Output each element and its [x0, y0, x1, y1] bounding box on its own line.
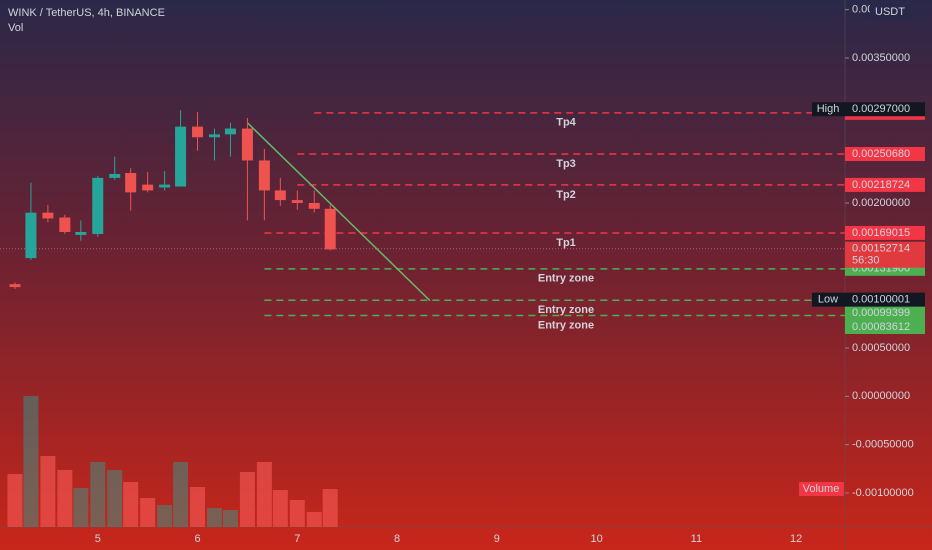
level-label: Tp3: [556, 158, 576, 170]
level-label: Tp2: [556, 189, 576, 201]
y-tick-label: -0.00050000: [852, 439, 914, 451]
y-tick-label: 0.00200000: [852, 197, 910, 209]
volume-bar: [23, 396, 39, 527]
volume-bar: [140, 498, 156, 527]
x-tick-label: 7: [294, 533, 300, 545]
x-tick-label: 5: [95, 533, 101, 545]
last-price-tag: [845, 241, 925, 268]
marker-name-bg: [812, 102, 845, 117]
candle-body: [109, 173, 121, 178]
x-tick-label: 10: [590, 533, 602, 545]
level-tag-label: 0.00099399: [852, 307, 910, 319]
x-tick-label: 11: [691, 533, 702, 545]
y-tick-label: 0.00350000: [852, 52, 910, 64]
volume-bar: [123, 482, 139, 527]
y-tick-label: 0.00000000: [852, 390, 910, 402]
unit-bg: [870, 4, 910, 20]
candle-body: [125, 173, 137, 193]
candle-body: [224, 128, 236, 135]
candle-body: [42, 212, 54, 219]
level-tag-label: 0.00250680: [852, 148, 910, 160]
last-price-label: 0.00152714: [852, 243, 910, 255]
marker-tag-label: 0.00297000: [852, 103, 910, 115]
volume-bar: [107, 470, 123, 527]
chart-title: WINK / TetherUS, 4h, BINANCE: [8, 7, 165, 19]
candle-body: [92, 177, 104, 234]
volume-bar: [289, 500, 305, 527]
level-label: Entry zone: [538, 273, 594, 285]
x-tick-label: 9: [494, 533, 500, 545]
candle-body: [324, 208, 336, 250]
candle-body: [175, 126, 187, 187]
volume-bar: [239, 472, 255, 527]
marker-name: Low: [818, 294, 838, 306]
candle-body: [142, 184, 154, 191]
level-label: Entry zone: [538, 304, 594, 316]
volume-bar: [306, 512, 322, 527]
candle-body: [75, 231, 87, 235]
level-tag: [845, 306, 925, 320]
volume-bar: [73, 488, 89, 527]
x-tick-label: 6: [194, 533, 200, 545]
marker-tag: [845, 102, 925, 117]
volume-bar: [256, 462, 272, 527]
volume-bar: [190, 487, 206, 527]
marker-name: High: [817, 103, 840, 115]
level-tag-label: 0.00083612: [852, 321, 910, 333]
level-label: Tp4: [556, 117, 576, 129]
candle-body: [159, 184, 171, 188]
x-tick-label: 8: [394, 533, 400, 545]
candle-body: [241, 128, 253, 161]
volume-bar: [206, 508, 222, 527]
candle-body: [192, 126, 204, 138]
volume-tag: [799, 482, 844, 496]
marker-name-bg: [812, 292, 845, 307]
y-tick-label: 0.00050000: [852, 342, 910, 354]
volume-bar: [90, 462, 106, 527]
volume-label: Vol: [8, 22, 23, 34]
candle-body: [258, 160, 270, 191]
volume-bar: [57, 470, 73, 527]
candle-body: [59, 217, 71, 232]
y-tick-label: -0.00100000: [852, 487, 914, 499]
x-tick-label: 12: [790, 533, 802, 545]
volume-bar: [322, 489, 338, 527]
y-axis-unit: USDT: [875, 6, 905, 18]
volume-bar: [157, 505, 173, 527]
volume-bar: [222, 510, 238, 527]
candle-body: [208, 134, 220, 138]
volume-bar: [7, 474, 23, 527]
volume-bar: [272, 490, 288, 527]
volume-bar: [173, 462, 189, 527]
level-tag: [845, 225, 925, 240]
level-tag: [845, 320, 925, 334]
marker-tag-label: 0.00100001: [852, 294, 910, 306]
candle-body: [274, 190, 286, 201]
level-label: Tp1: [556, 237, 576, 249]
candle-body: [25, 212, 37, 259]
level-tag-label: 0.00169015: [852, 227, 910, 239]
level-label: Entry zone: [538, 319, 594, 331]
marker-tag: [845, 292, 925, 307]
volume-tag-label: Volume: [803, 483, 840, 495]
candle-body: [308, 202, 320, 209]
volume-bar: [40, 456, 56, 527]
countdown-label: 56:30: [852, 255, 880, 267]
level-tag: [845, 177, 925, 192]
candle-body: [9, 284, 21, 288]
candle-body: [291, 200, 303, 203]
level-tag-label: 0.00218724: [852, 179, 910, 191]
level-tag: [845, 147, 925, 161]
trendline: [246, 122, 431, 302]
